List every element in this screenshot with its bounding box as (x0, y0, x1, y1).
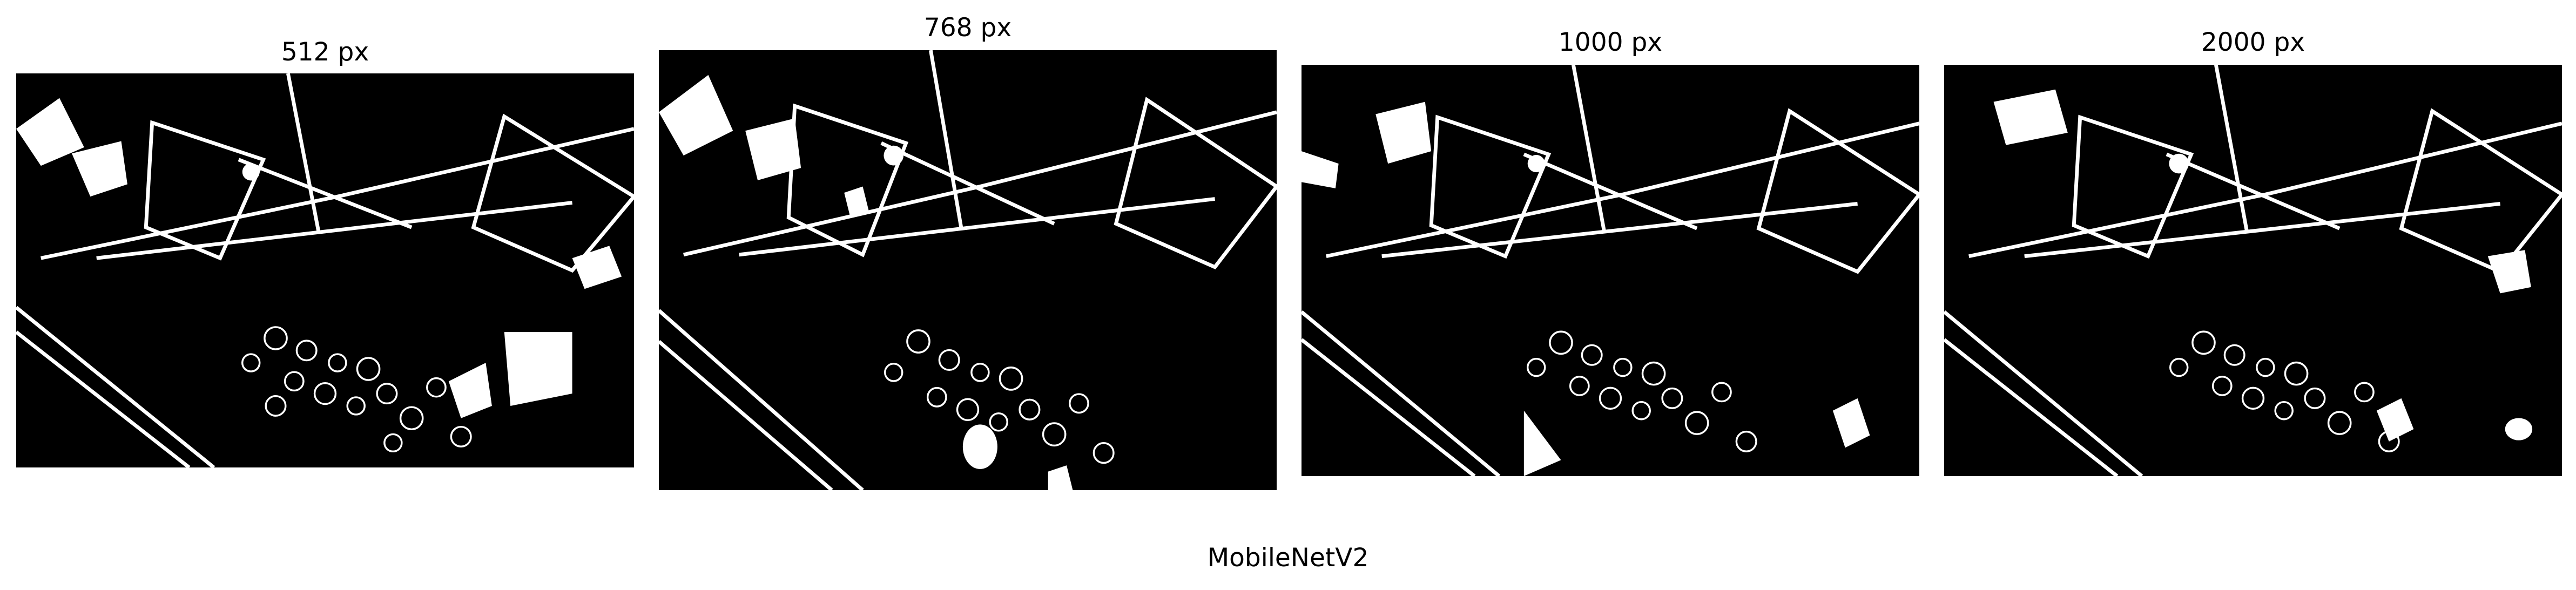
segmentation-mask-1000 (1302, 65, 1919, 476)
mask-shapes-1000 (1302, 65, 1919, 476)
panel-title-1000: 1000 px (1558, 28, 1663, 57)
segmentation-mask-2000 (1944, 65, 2562, 476)
mask-shapes-512 (16, 73, 634, 467)
panel-title-512: 512 px (281, 37, 369, 67)
figure-caption: MobileNetV2 (1207, 543, 1369, 573)
panel-title-768: 768 px (923, 13, 1012, 43)
mask-shapes-2000 (1944, 65, 2562, 476)
mask-shapes-768 (659, 50, 1277, 490)
segmentation-mask-768 (659, 50, 1277, 490)
segmentation-mask-512 (16, 73, 634, 467)
panel-title-2000: 2000 px (2201, 28, 2305, 57)
